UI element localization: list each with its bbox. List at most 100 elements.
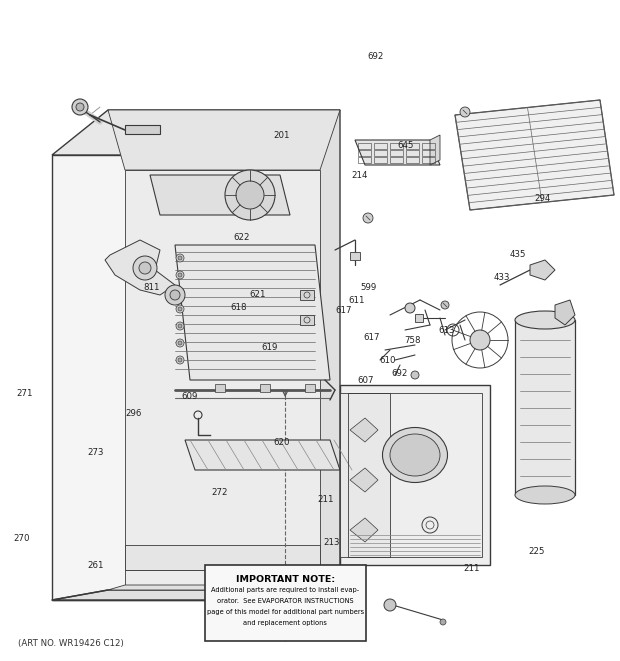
Polygon shape (125, 170, 320, 585)
Bar (215, 384, 225, 392)
Bar (358, 157, 371, 163)
Circle shape (363, 213, 373, 223)
Polygon shape (52, 590, 340, 600)
Text: 692: 692 (392, 369, 408, 378)
Circle shape (176, 356, 184, 364)
Circle shape (441, 301, 449, 309)
Circle shape (178, 273, 182, 277)
Circle shape (178, 290, 182, 294)
Bar (300, 315, 314, 325)
Text: 617: 617 (364, 332, 380, 342)
Text: 758: 758 (404, 336, 420, 345)
Circle shape (178, 307, 182, 311)
Circle shape (411, 371, 419, 379)
Circle shape (176, 271, 184, 279)
Bar (358, 150, 371, 156)
Polygon shape (350, 468, 378, 492)
Bar (390, 143, 403, 149)
Bar (358, 143, 371, 149)
Circle shape (440, 619, 446, 625)
Circle shape (176, 288, 184, 296)
Text: 271: 271 (17, 389, 33, 398)
Circle shape (178, 358, 182, 362)
Circle shape (76, 103, 84, 111)
Bar (125, 125, 160, 134)
Bar (374, 143, 387, 149)
Text: 211: 211 (463, 564, 479, 573)
Text: 214: 214 (352, 171, 368, 180)
Polygon shape (350, 418, 378, 442)
Ellipse shape (390, 434, 440, 476)
Text: 433: 433 (494, 273, 510, 282)
Polygon shape (185, 440, 340, 470)
Text: page of this model for additional part numbers: page of this model for additional part n… (206, 609, 364, 615)
Text: and replacement options: and replacement options (243, 620, 327, 626)
Bar (422, 157, 435, 163)
Circle shape (236, 181, 264, 209)
Circle shape (176, 305, 184, 313)
Polygon shape (430, 135, 440, 165)
Text: (ART NO. WR19426 C12): (ART NO. WR19426 C12) (18, 639, 124, 648)
Ellipse shape (515, 311, 575, 329)
Bar (422, 143, 435, 149)
Text: 294: 294 (534, 194, 551, 203)
Circle shape (178, 324, 182, 328)
Text: 613: 613 (438, 326, 454, 335)
Text: 811: 811 (144, 283, 160, 292)
Text: 692: 692 (367, 52, 383, 61)
Bar (260, 384, 270, 392)
Bar (406, 150, 419, 156)
Bar (374, 157, 387, 163)
Circle shape (225, 170, 275, 220)
Text: 618: 618 (231, 303, 247, 312)
Polygon shape (52, 155, 285, 600)
Circle shape (133, 256, 157, 280)
Circle shape (72, 99, 88, 115)
Polygon shape (108, 110, 340, 170)
Text: 610: 610 (379, 356, 396, 365)
Bar (374, 150, 387, 156)
Polygon shape (125, 545, 320, 570)
Text: 619: 619 (262, 342, 278, 352)
Bar (350, 252, 360, 260)
Text: 645: 645 (398, 141, 414, 150)
Bar (406, 157, 419, 163)
Polygon shape (355, 140, 440, 165)
Circle shape (139, 262, 151, 274)
Text: 272: 272 (212, 488, 228, 497)
Bar (515, 320, 575, 495)
Text: 621: 621 (249, 290, 265, 299)
Text: 607: 607 (358, 375, 374, 385)
Polygon shape (455, 100, 614, 210)
Text: 261: 261 (88, 561, 104, 570)
Text: 622: 622 (234, 233, 250, 243)
Polygon shape (350, 518, 378, 542)
Circle shape (176, 339, 184, 347)
Circle shape (170, 290, 180, 300)
Text: 435: 435 (510, 250, 526, 259)
Bar (406, 143, 419, 149)
Circle shape (460, 107, 470, 117)
Bar (390, 150, 403, 156)
Text: 617: 617 (336, 306, 352, 315)
Text: 201: 201 (274, 131, 290, 140)
Text: 225: 225 (528, 547, 544, 557)
Polygon shape (175, 245, 330, 380)
Text: 213: 213 (324, 537, 340, 547)
Ellipse shape (383, 428, 448, 483)
Polygon shape (105, 240, 175, 295)
Bar (305, 384, 315, 392)
Text: 620: 620 (274, 438, 290, 447)
Polygon shape (52, 110, 340, 155)
Text: 599: 599 (361, 283, 377, 292)
Polygon shape (340, 385, 490, 565)
Bar (205, 565, 366, 641)
Bar (300, 290, 314, 300)
Polygon shape (150, 175, 290, 215)
Polygon shape (555, 300, 575, 325)
Polygon shape (108, 585, 340, 590)
Text: orator.  See EVAPORATOR INSTRUCTIONS: orator. See EVAPORATOR INSTRUCTIONS (217, 598, 353, 604)
Text: 611: 611 (348, 296, 365, 305)
Text: 270: 270 (14, 534, 30, 543)
Text: IMPORTANT NOTE:: IMPORTANT NOTE: (236, 575, 335, 584)
